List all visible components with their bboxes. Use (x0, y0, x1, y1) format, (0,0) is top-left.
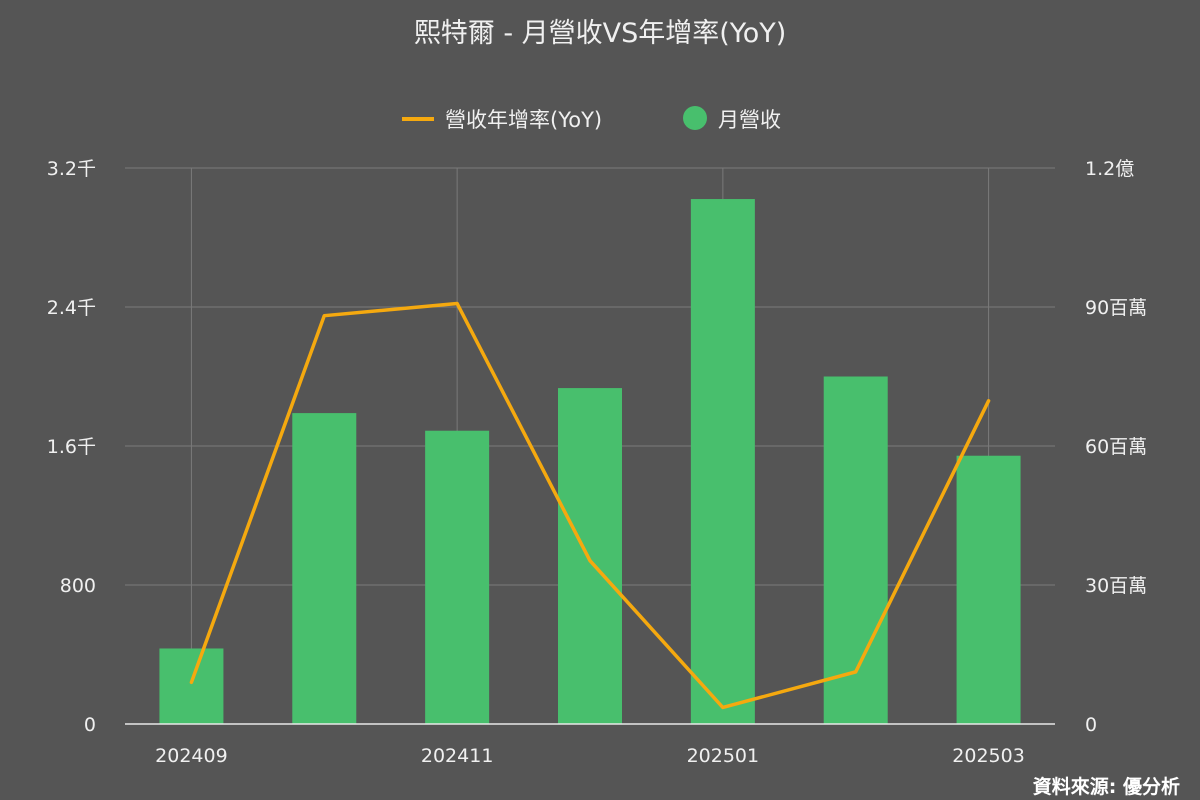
x-tick-label: 202501 (687, 745, 760, 767)
yoy-point (854, 670, 858, 674)
y-left-tick-label: 1.6千 (47, 436, 96, 458)
legend: 營收年增率(YoY) 月營收 (402, 106, 781, 132)
y-right-tick-label: 60百萬 (1085, 436, 1147, 458)
revenue-bar (159, 648, 224, 724)
x-tick-label: 202409 (155, 745, 228, 767)
revenue-bar (558, 388, 622, 724)
chart-title: 熙特爾 - 月營收VS年增率(YoY) (414, 18, 787, 49)
y-left-tick-label: 2.4千 (47, 297, 96, 319)
legend-bar-swatch (683, 106, 707, 130)
y-left-tick-label: 3.2千 (47, 158, 96, 180)
y-right-tick-label: 90百萬 (1085, 297, 1147, 319)
yoy-point (721, 705, 725, 709)
y-right-tick-label: 1.2億 (1085, 158, 1134, 180)
yoy-point (455, 302, 459, 306)
y-left-tick-label: 800 (60, 575, 96, 597)
legend-yoy-label: 營收年增率(YoY) (445, 108, 602, 132)
source-note: 資料來源: 優分析 (1033, 775, 1180, 798)
revenue-bar (823, 376, 888, 724)
axes: 0 800 1.6千 2.4千 3.2千 0 30百萬 60百萬 90百萬 1.2億 202409 2… (47, 158, 1147, 767)
revenue-bar (425, 430, 490, 724)
yoy-point (987, 399, 991, 403)
revenue-bars (159, 199, 1021, 724)
y-left-tick-label: 0 (84, 714, 96, 736)
legend-revenue-label: 月營收 (718, 108, 781, 132)
x-tick-label: 202411 (421, 745, 494, 767)
yoy-point (588, 559, 592, 563)
revenue-bar (956, 455, 1021, 724)
revenue-bar (690, 199, 755, 724)
yoy-line-group (189, 301, 991, 710)
x-tick-label: 202503 (952, 745, 1025, 767)
yoy-point (189, 680, 193, 684)
yoy-point (322, 314, 326, 318)
revenue-bar (292, 413, 357, 724)
y-right-tick-label: 30百萬 (1085, 575, 1147, 597)
y-right-tick-label: 0 (1085, 714, 1097, 736)
